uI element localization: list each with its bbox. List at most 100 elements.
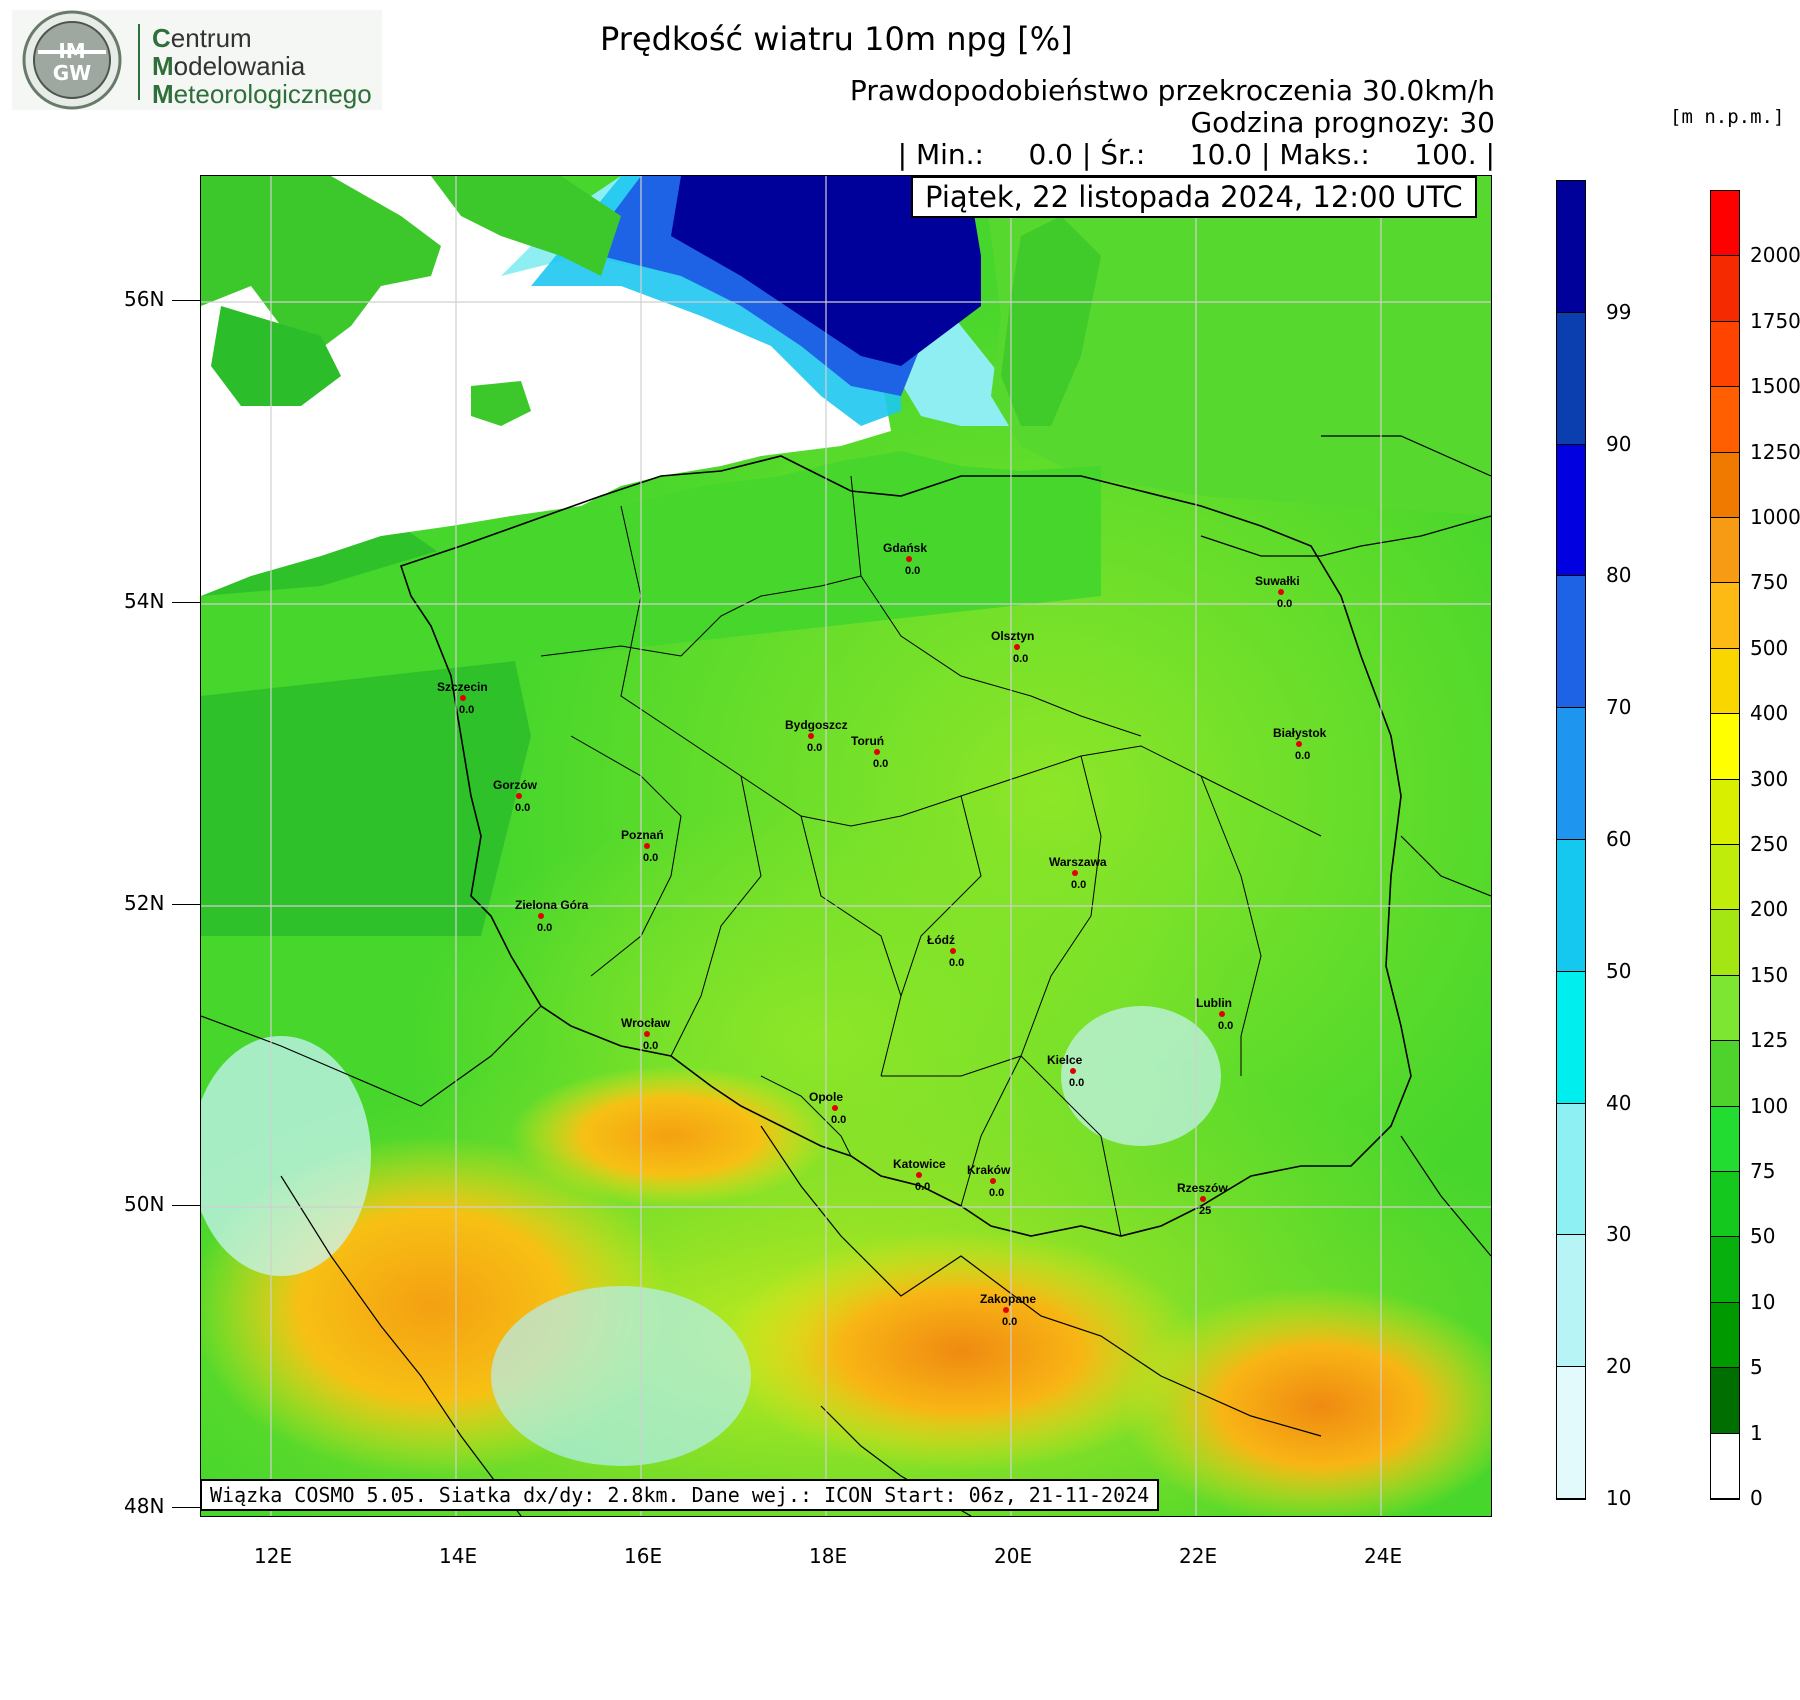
colorbar-label: 1500 — [1750, 374, 1800, 399]
city-name: Kraków — [967, 1163, 1011, 1177]
city-value: 0.0 — [831, 1114, 847, 1126]
colorbar-label: 70 — [1606, 695, 1632, 720]
colorbar-segment — [1557, 708, 1585, 840]
other-borders — [201, 435, 1491, 1516]
city-dot — [1070, 1068, 1076, 1074]
city-name: Suwałki — [1255, 574, 1300, 588]
threshold-subtitle: Prawdopodobieństwo przekroczenia 30.0km/… — [849, 74, 1495, 107]
city-dot — [1200, 1196, 1206, 1202]
czech-blue-spots — [491, 1286, 751, 1466]
tatra-orange-zone — [721, 1231, 1201, 1471]
colorbar-segment — [1557, 1367, 1585, 1499]
city-name: Poznań — [621, 828, 664, 842]
colorbar-label: 30 — [1606, 1222, 1632, 1247]
city-name: Bydgoszcz — [785, 718, 848, 732]
scandinavia-land — [431, 176, 621, 276]
colorbar-segment — [1557, 576, 1585, 709]
lon-label: 20E — [994, 1544, 1033, 1568]
imgw-logo: IM GW Centrum Modelowania Meteorologiczn… — [12, 10, 382, 110]
colorbar-label: 0 — [1750, 1486, 1763, 1510]
imgw-badge-text: IM GW — [52, 39, 92, 85]
colorbar-segment — [1557, 971, 1585, 1104]
city-dot — [950, 948, 956, 954]
city-value: 0.0 — [1002, 1316, 1018, 1328]
colorbar-segment — [1711, 1368, 1739, 1434]
forecast-datetime: Piątek, 22 listopada 2024, 12:00 UTC — [911, 176, 1477, 218]
carpathian-orange-zone — [1121, 1286, 1491, 1516]
city-value: 0.0 — [1013, 653, 1029, 665]
city-dot — [990, 1178, 996, 1184]
colorbar-segment — [1557, 1103, 1585, 1236]
colorbar-segment — [1711, 1302, 1739, 1369]
city-dot — [516, 793, 522, 799]
colorbar-label: 150 — [1750, 962, 1789, 987]
probability-map — [201, 176, 1491, 1516]
colorbar-label: 20 — [1606, 1354, 1632, 1379]
city-name: Zakopane — [980, 1292, 1037, 1306]
city-dot — [1014, 644, 1020, 650]
colorbar-label: 1000 — [1750, 505, 1800, 529]
city-dot — [832, 1105, 838, 1111]
colorbar-segment — [1557, 444, 1585, 577]
city-value: 0.0 — [807, 742, 823, 754]
city-name: Wrocław — [621, 1016, 671, 1030]
city-name: Białystok — [1273, 726, 1327, 740]
city-dot — [644, 1031, 650, 1037]
lat-lon-grid — [201, 176, 1491, 1516]
city-value: 0.0 — [1218, 1020, 1234, 1032]
probability-colorbar — [1556, 180, 1586, 1500]
city-value: 0.0 — [643, 1040, 659, 1052]
colorbar-label: 250 — [1750, 832, 1789, 856]
city-markers: Gdańsk 0.0 Suwałki 0.0 Olsztyn 0.0 Szczecin 0.0… — [201, 176, 1491, 1516]
lon-label: 22E — [1179, 1544, 1218, 1568]
scania-land — [201, 176, 441, 356]
lithuania-dark — [1001, 216, 1101, 426]
city-dot — [1003, 1307, 1009, 1313]
city-value: 0.0 — [515, 802, 531, 814]
colorbar-label: 1750 — [1750, 308, 1800, 333]
city-dot — [916, 1172, 922, 1178]
city-value: 25 — [1199, 1205, 1212, 1217]
colorbar-label: 100 — [1750, 1093, 1789, 1118]
city-name: Toruń — [851, 734, 885, 748]
city-name: Warszawa — [1049, 855, 1107, 869]
colorbar-label: 500 — [1750, 635, 1789, 660]
lat-label: 56N — [124, 287, 165, 311]
lon-label: 24E — [1364, 1544, 1403, 1568]
colorbar-label: 300 — [1750, 766, 1789, 791]
colorbar-label: 50 — [1750, 1224, 1776, 1249]
colorbar-label: 200 — [1750, 897, 1789, 922]
lublin-light-blue — [1061, 1006, 1221, 1146]
forecast-hour: Godzina prognozy: 30 — [1190, 106, 1495, 139]
city-value: 0.0 — [1071, 879, 1087, 891]
colorbar-segment — [1711, 452, 1739, 518]
bornholm-land — [471, 381, 531, 426]
colorbar-segment — [1711, 845, 1739, 911]
colorbar-label: 2000 — [1750, 243, 1800, 268]
city-name: Łódź — [927, 933, 955, 947]
lat-label: 48N — [124, 1494, 165, 1518]
elevation-colorbar — [1710, 190, 1740, 1500]
colorbar-label: 400 — [1750, 701, 1789, 726]
city-value: 0.0 — [905, 565, 921, 577]
city-dot — [808, 733, 814, 739]
city-value: 0.0 — [537, 922, 553, 934]
colorbar-label: 80 — [1606, 563, 1632, 588]
colorbar-segment — [1557, 840, 1585, 972]
city-dot — [906, 556, 912, 562]
sw-light-blue — [201, 1036, 371, 1276]
city-name: Gdańsk — [883, 541, 928, 555]
colorbar-segment — [1711, 583, 1739, 649]
colorbar-label: 60 — [1606, 827, 1632, 851]
colorbar-segment — [1711, 910, 1739, 976]
colorbar-segment — [1711, 191, 1739, 257]
colorbar-segment — [1711, 714, 1739, 780]
colorbar-segment — [1557, 312, 1585, 445]
city-dot — [874, 749, 880, 755]
city-dot — [644, 843, 650, 849]
colorbar-segment — [1711, 321, 1739, 388]
colorbar-label: 750 — [1750, 570, 1789, 595]
city-dot — [460, 695, 466, 701]
city-value: 0.0 — [915, 1181, 931, 1193]
lat-label: 50N — [124, 1192, 165, 1216]
